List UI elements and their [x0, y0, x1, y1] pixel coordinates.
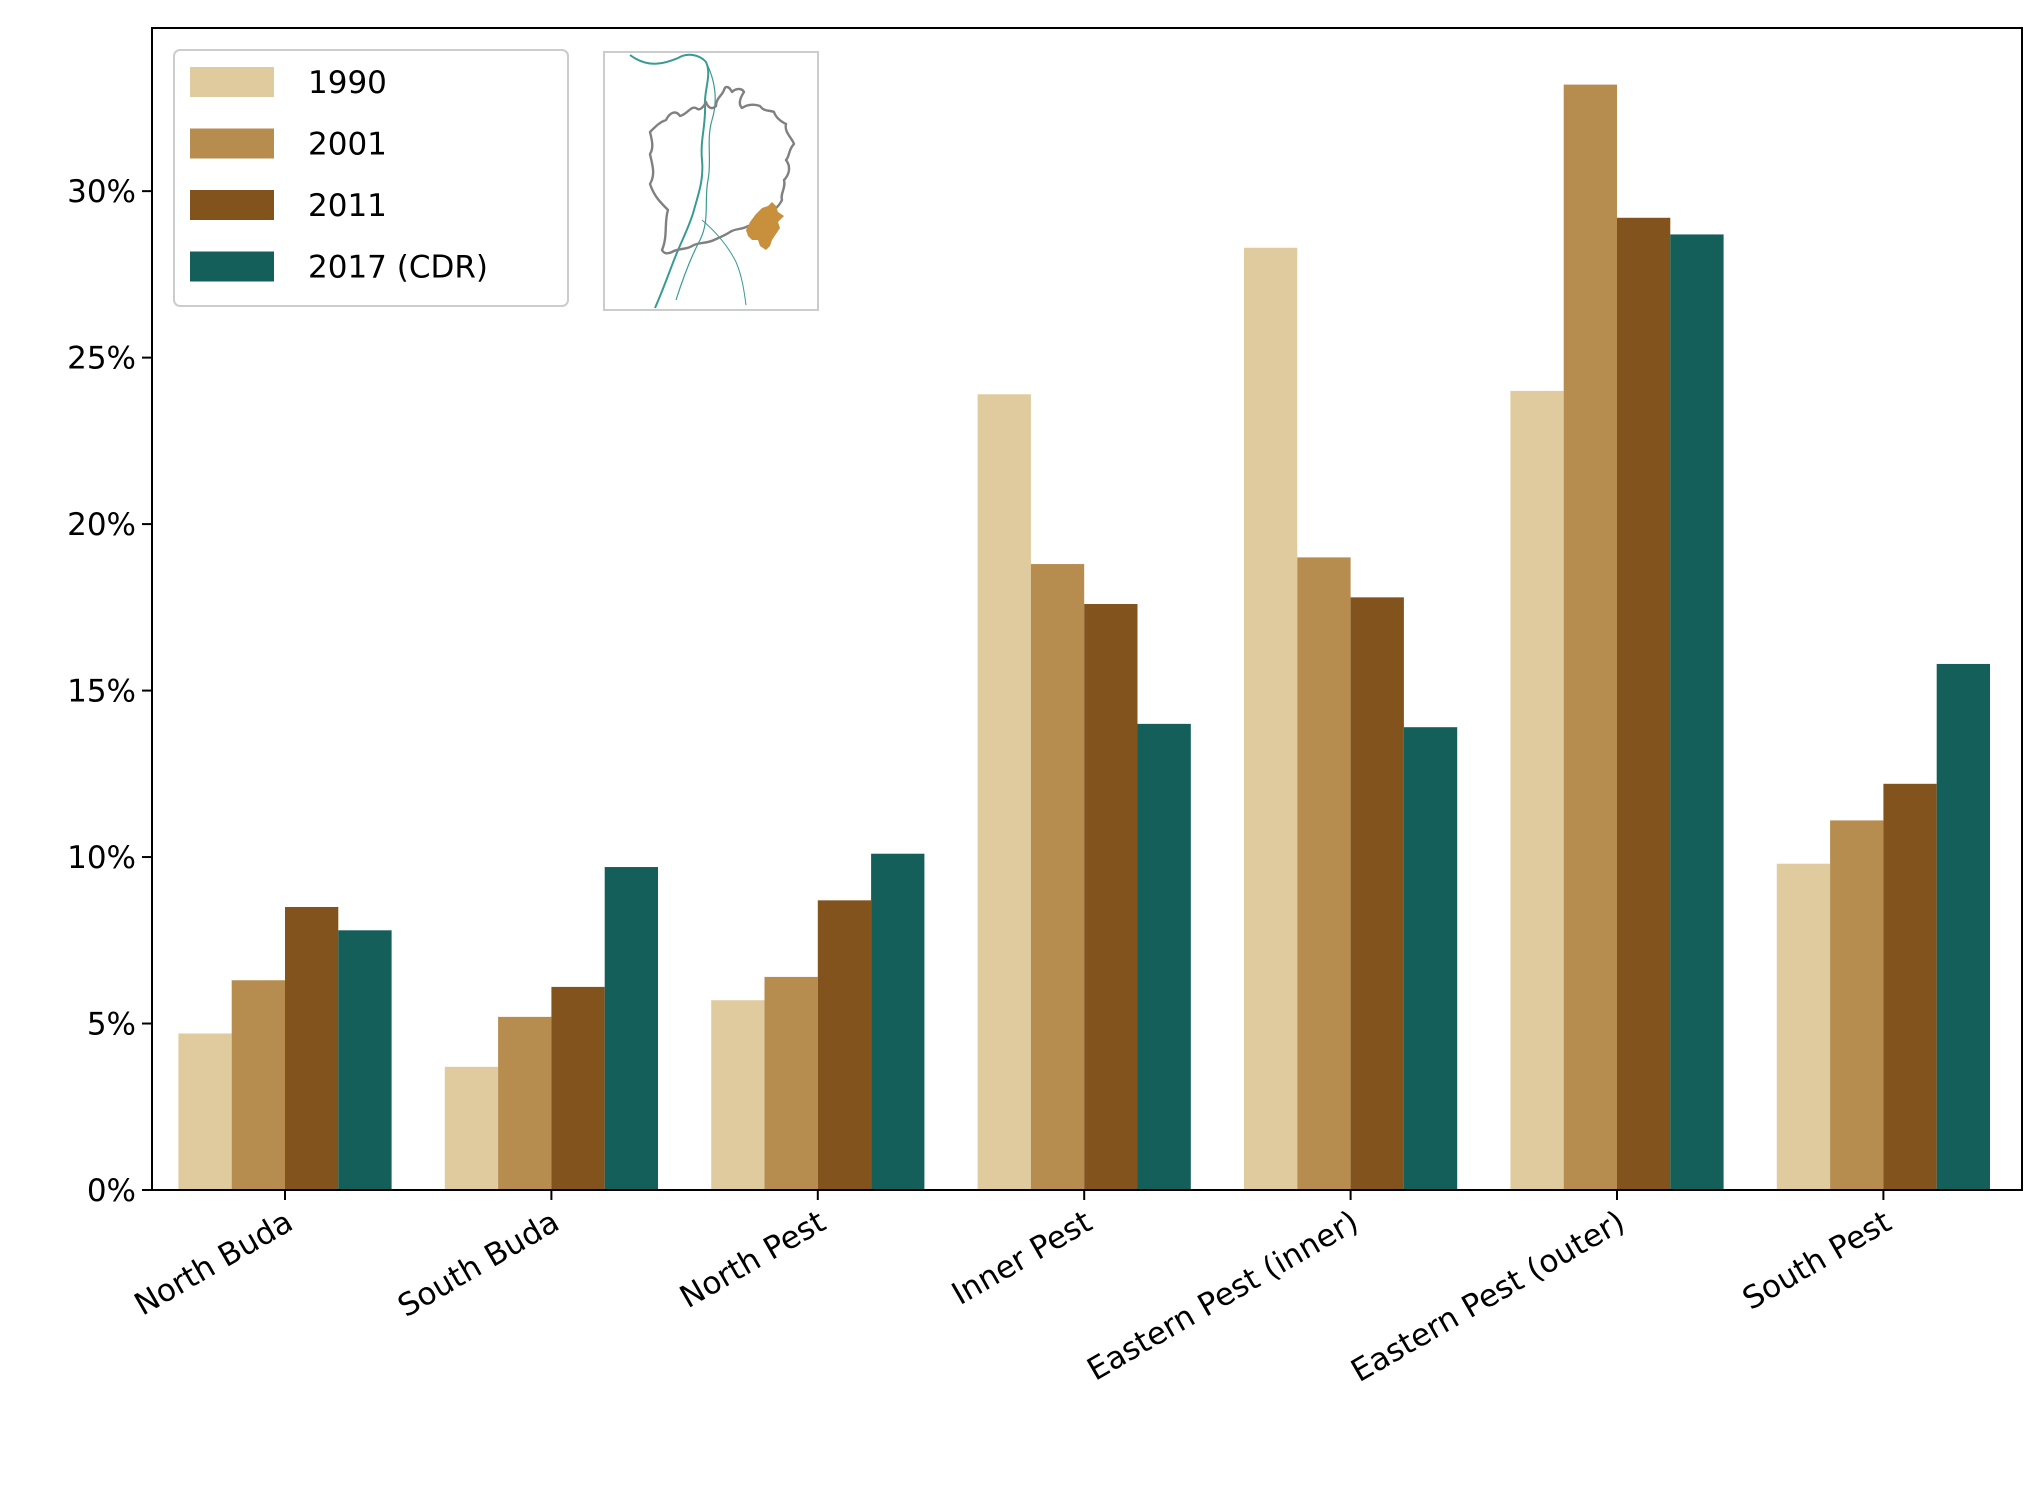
legend-label: 2017 (CDR)	[308, 250, 488, 286]
bar-2001-south-buda	[498, 1016, 552, 1190]
bar-1990-south-pest	[1776, 863, 1831, 1190]
bar-2001-eastern-pest-inner	[1297, 557, 1351, 1190]
x-axis: North Buda South Buda North Pest Inner Pest…	[128, 1190, 1897, 1390]
bars	[178, 84, 1990, 1191]
bar-2017-cdr-inner-pest	[1137, 723, 1191, 1190]
inset-map-frame	[603, 51, 819, 311]
y-tick-label: 0%	[87, 1173, 136, 1209]
bar-1990-north-buda	[178, 1033, 232, 1190]
bar-2011-north-pest	[817, 900, 872, 1190]
legend-frame	[173, 49, 569, 307]
legend-swatch	[190, 251, 274, 282]
bar-1990-south-buda	[444, 1066, 499, 1190]
x-tick-label: Eastern Pest (inner)	[1081, 1204, 1364, 1388]
bar-2017-cdr-eastern-pest-inner	[1403, 727, 1458, 1190]
bar-1990-eastern-pest-inner	[1244, 247, 1298, 1190]
bar-2001-south-pest	[1830, 820, 1884, 1190]
bar-2017-cdr-south-pest	[1936, 663, 1990, 1190]
bar-2017-cdr-north-pest	[871, 853, 925, 1190]
x-tick-label: South Buda	[392, 1204, 565, 1325]
bar-1990-eastern-pest-outer	[1510, 390, 1564, 1190]
city-boundary	[648, 85, 796, 255]
y-tick-label: 5%	[87, 1007, 136, 1043]
x-tick-label: Inner Pest	[946, 1204, 1098, 1313]
bar-2001-inner-pest	[1030, 564, 1085, 1190]
x-tick-label: North Buda	[128, 1204, 299, 1323]
bar-2011-eastern-pest-inner	[1350, 597, 1404, 1190]
bar-2017-cdr-north-buda	[338, 930, 392, 1190]
legend-swatch	[190, 128, 274, 159]
y-tick-label: 25%	[67, 341, 136, 377]
x-tick-label: North Pest	[674, 1204, 832, 1316]
y-tick-label: 15%	[67, 674, 136, 710]
legend-label: 2001	[308, 127, 387, 163]
inset-map	[603, 51, 819, 311]
legend-swatch	[190, 67, 274, 97]
x-tick-label: Eastern Pest (outer)	[1345, 1204, 1631, 1390]
legend-label: 1990	[308, 65, 387, 101]
bar-2001-north-buda	[231, 980, 285, 1190]
highlighted-district	[746, 202, 784, 250]
bar-1990-north-pest	[711, 1000, 765, 1190]
bar-2001-eastern-pest-outer	[1563, 84, 1617, 1191]
bar-1990-inner-pest	[977, 394, 1031, 1190]
bar-2011-inner-pest	[1084, 604, 1138, 1190]
legend-items: 1990 2001 2011 2017 (CDR)	[190, 65, 488, 286]
bar-2011-south-buda	[551, 986, 605, 1190]
y-axis: 0% 5% 10% 15% 20% 25% 30%	[67, 174, 152, 1209]
bar-2011-eastern-pest-outer	[1617, 217, 1671, 1190]
x-tick-label: South Pest	[1737, 1204, 1898, 1318]
plot-frame	[151, 27, 2023, 1191]
bar-2001-north-pest	[764, 976, 818, 1190]
y-tick-label: 20%	[67, 507, 136, 543]
y-tick-label: 10%	[67, 840, 136, 876]
bar-2017-cdr-eastern-pest-outer	[1670, 234, 1724, 1190]
danube-river-branch	[675, 61, 716, 301]
danube-river	[629, 53, 710, 309]
y-tick-label: 30%	[67, 174, 136, 210]
bar-2011-north-buda	[285, 906, 339, 1190]
legend-label: 2011	[308, 188, 387, 224]
legend-swatch	[190, 190, 274, 220]
bar-2011-south-pest	[1883, 783, 1937, 1190]
legend: 1990 2001 2011 2017 (CDR)	[173, 49, 569, 307]
danube-river-channel	[701, 219, 747, 306]
bar-2017-cdr-south-buda	[604, 867, 658, 1190]
